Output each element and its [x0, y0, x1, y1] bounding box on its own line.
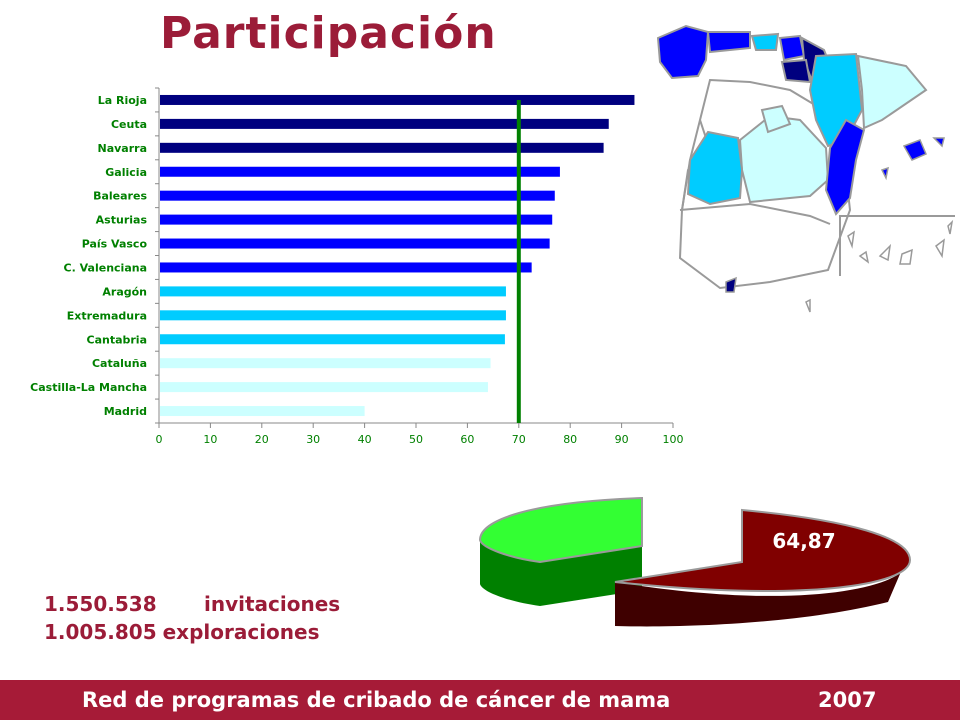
category-label: Navarra [98, 142, 148, 155]
map-canarias-inset-frame [839, 215, 955, 276]
x-tick-label: 10 [203, 433, 217, 446]
map-region-pais-vasco [778, 34, 806, 62]
x-tick-label: 60 [460, 433, 474, 446]
bar-madrid [160, 406, 365, 417]
map-region-baleares-menorca [932, 137, 945, 148]
pie-slice-red-side [615, 560, 910, 627]
pie-slice-red-participation [614, 508, 912, 627]
bar-galicia [160, 166, 560, 177]
map-region-cataluna [856, 54, 928, 130]
map-region-galicia [656, 24, 710, 80]
invitaciones-label: invitaciones [204, 592, 341, 616]
page-title: Participación [160, 8, 497, 59]
pie-slice-green-remainder [478, 496, 643, 606]
pie-slice-green-side [480, 540, 642, 606]
map-region-ceuta [725, 276, 737, 293]
invitaciones-count: 1.550.538 [44, 592, 157, 616]
bar-extremadura [160, 310, 506, 321]
x-tick-label: 50 [409, 433, 423, 446]
footer-bar: Red de programas de cribado de cáncer de… [0, 680, 960, 720]
category-label: Cantabria [87, 333, 148, 346]
map-region-la-rioja [780, 58, 812, 84]
category-label: Madrid [104, 405, 147, 418]
x-tick-label: 100 [663, 433, 684, 446]
stats-block: 1.550.538 invitaciones 1.005.805 exploraci… [44, 590, 340, 646]
pie-slice-green-top [478, 496, 643, 564]
footer-text: Red de programas de cribado de cáncer de… [82, 688, 671, 712]
footer-year: 2007 [818, 688, 877, 712]
map-region-cantabria [750, 32, 780, 51]
bar-asturias [160, 214, 553, 225]
category-label: Extremadura [67, 309, 147, 322]
map-region-asturias [706, 31, 751, 54]
map-canarias-islands [847, 219, 954, 265]
map-region-c-valenciana [824, 118, 866, 216]
category-label: C. Valenciana [64, 261, 147, 274]
category-label: Baleares [93, 190, 147, 203]
x-tick-label: 70 [512, 433, 526, 446]
map-region-madrid [760, 104, 792, 134]
category-label: Ceuta [111, 118, 147, 131]
pie-value-label: 64,87 [772, 529, 835, 553]
category-label: Aragón [102, 285, 147, 298]
bar-catalu-a [160, 358, 491, 369]
participation-pie-chart: 64,87 [478, 496, 912, 627]
x-tick-label: 90 [615, 433, 629, 446]
exploraciones-count: 1.005.805 [44, 620, 157, 644]
bar-la-rioja [160, 94, 635, 105]
bar-baleares [160, 190, 555, 201]
pie-slice-red-top [614, 508, 912, 592]
bar-castilla-la-mancha [160, 382, 488, 393]
bar-arag-n [160, 286, 506, 297]
spain-map [656, 24, 955, 313]
bar-navarra [160, 142, 604, 153]
category-label: La Rioja [98, 94, 147, 107]
bar-pa-s-vasco [160, 238, 550, 249]
x-tick-label: 80 [563, 433, 577, 446]
x-tick-label: 20 [255, 433, 269, 446]
category-label: Asturias [96, 214, 148, 227]
category-label: País Vasco [82, 238, 148, 251]
stats-row-invitaciones: 1.550.538 invitaciones [44, 590, 340, 618]
map-region-baleares-mallorca [902, 139, 927, 161]
exploraciones-label: exploraciones [162, 620, 320, 644]
map-region-extremadura [686, 130, 744, 206]
x-tick-label: 30 [306, 433, 320, 446]
stats-row-exploraciones: 1.005.805 exploraciones [44, 618, 340, 646]
category-label: Cataluña [92, 357, 147, 370]
x-tick-label: 40 [358, 433, 372, 446]
x-tick-label: 0 [156, 433, 163, 446]
bar-ceuta [160, 118, 609, 129]
category-label: Castilla-La Mancha [30, 381, 147, 394]
map-melilla [805, 298, 811, 313]
map-region-baleares-ibiza [880, 166, 889, 181]
bar-cantabria [160, 334, 505, 345]
bar-c-valenciana [160, 262, 532, 273]
category-label: Galicia [105, 166, 147, 179]
participation-bar-chart: La Rioja Ceuta Navarra Galicia Baleares Astur… [30, 87, 684, 446]
map-andalucia-border [679, 202, 831, 225]
